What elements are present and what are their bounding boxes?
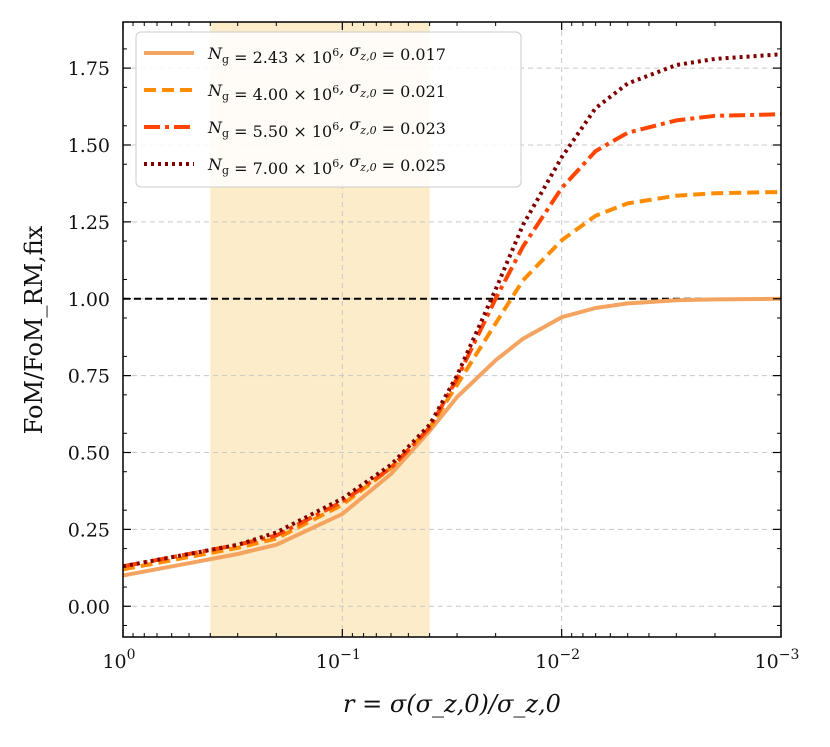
y-tick-label: 1.50	[68, 135, 110, 157]
axes-layer	[122, 21, 782, 638]
series-line-4	[122, 52, 782, 569]
series-line-2	[122, 190, 782, 572]
legend-box	[135, 31, 522, 188]
legend: Ng = 2.43 × 106, σz,0 = 0.017 Ng = 4.00 ×…	[135, 31, 522, 188]
legend-label-3: Ng = 5.50 × 106, σz,0 = 0.023	[207, 115, 446, 141]
series-layer	[122, 52, 782, 578]
plot-frame	[122, 21, 782, 638]
y-tick-label: 0.25	[68, 519, 110, 541]
y-tick-label: 0.75	[68, 366, 110, 388]
legend-label-4: Ng = 7.00 × 106, σz,0 = 0.025	[207, 152, 446, 178]
y-tick-label: 1.25	[68, 212, 110, 234]
y-tick-label: 1.00	[68, 289, 110, 311]
y-tick-label: 0.50	[68, 443, 110, 465]
y-tick-label: 0.00	[68, 596, 110, 618]
y-tick-label: 1.75	[68, 58, 110, 80]
y-axis-label: FoM/FoM_RM,fix	[20, 225, 48, 434]
x-axis-label: r = σ(σ_z,0)/σ_z,0	[343, 690, 561, 718]
legend-label-1: Ng = 2.43 × 106, σz,0 = 0.017	[207, 41, 446, 67]
series-line-3	[122, 112, 782, 569]
legend-label-2: Ng = 4.00 × 106, σz,0 = 0.021	[207, 78, 446, 104]
ticks-layer: 100 10−1 10−2 10−30.000.250.500.751.001.251…	[68, 22, 799, 673]
series-line-1	[122, 296, 782, 578]
